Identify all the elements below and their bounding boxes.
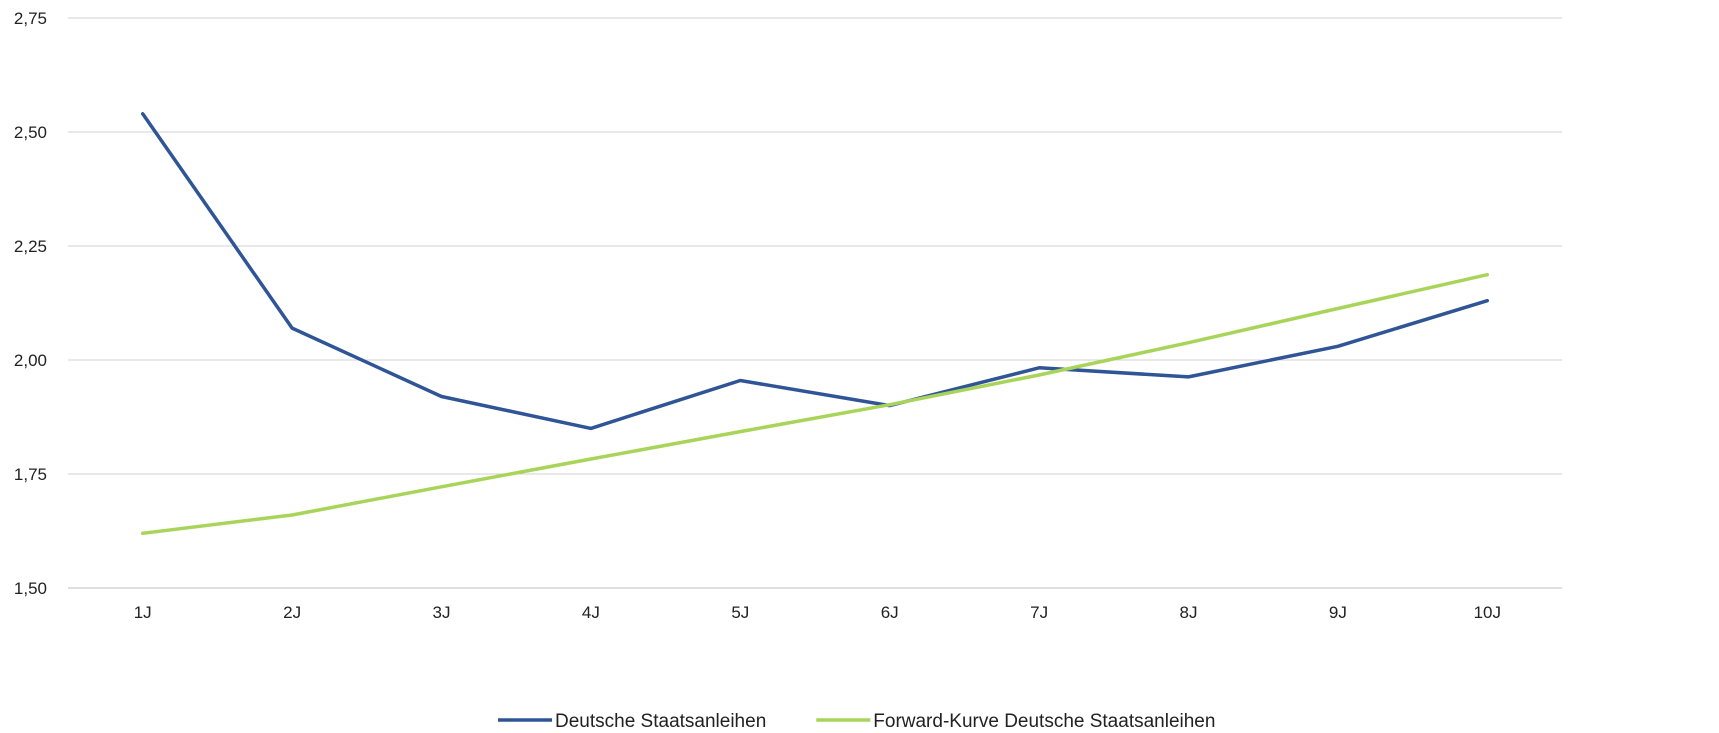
y-tick-label: 1,75 <box>14 465 47 484</box>
x-tick-label: 10J <box>1474 603 1501 622</box>
x-axis-ticks: 1J 2J 3J 4J 5J 6J 7J 8J 9J 10J <box>134 603 1501 622</box>
x-tick-label: 7J <box>1030 603 1048 622</box>
y-tick-label: 2,75 <box>14 9 47 28</box>
x-tick-label: 9J <box>1329 603 1347 622</box>
x-tick-label: 2J <box>283 603 301 622</box>
x-tick-label: 1J <box>134 603 152 622</box>
legend: Deutsche Staatsanleihen Forward-Kurve Deu… <box>498 711 1215 732</box>
y-axis-ticks: 1,50 1,75 2,00 2,25 2,50 2,75 <box>14 9 47 598</box>
x-tick-label: 3J <box>433 603 451 622</box>
legend-label: Forward-Kurve Deutsche Staatsanleihen <box>873 711 1215 732</box>
series-line-2 <box>140 272 1490 536</box>
series-lines <box>140 112 1490 536</box>
y-tick-label: 2,50 <box>14 123 47 142</box>
gridlines <box>68 17 1562 589</box>
x-tick-label: 6J <box>881 603 899 622</box>
x-tick-label: 4J <box>582 603 600 622</box>
y-tick-label: 1,50 <box>14 579 47 598</box>
x-tick-label: 5J <box>731 603 749 622</box>
y-tick-label: 2,25 <box>14 237 47 256</box>
x-tick-label: 8J <box>1180 603 1198 622</box>
legend-label: Deutsche Staatsanleihen <box>555 711 766 732</box>
y-tick-label: 2,00 <box>14 351 47 370</box>
series-line-1 <box>140 112 1490 431</box>
